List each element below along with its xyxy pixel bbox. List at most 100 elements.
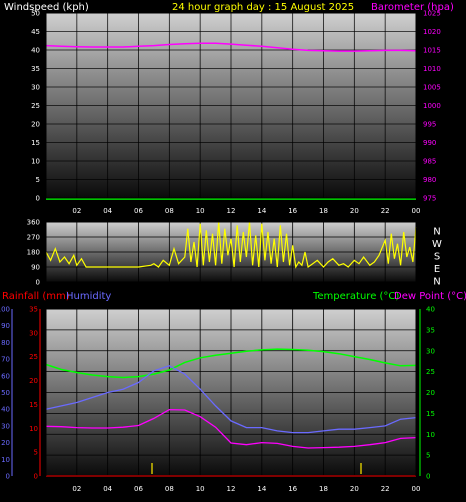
temp-humidity-x-tick-label: 08	[165, 485, 174, 493]
temp-humidity-x-tick-label: 12	[227, 485, 236, 493]
wind-direction-series-line	[45, 221, 417, 269]
wind-direction-degree-label: 360	[27, 219, 40, 227]
temp-humidity-x-tick-label: 02	[72, 485, 81, 493]
temp-humidity-x-tick-label: 06	[134, 485, 143, 493]
compass-point-label: W	[432, 239, 442, 250]
windspeed-tick-label: 35	[31, 65, 40, 73]
windspeed-tick-label: 20	[31, 121, 40, 129]
rainfall-tick-label: 0	[34, 473, 38, 481]
windspeed-tick-label: 45	[31, 28, 40, 36]
wind-direction-degree-label: 0	[36, 279, 40, 287]
temp-humidity-grid	[46, 308, 417, 477]
rainfall-tick-label: 20	[29, 377, 38, 385]
temp-humidity-x-tick-label: 20	[350, 485, 359, 493]
temperature-axis-ticks: 0 5 10 15 20 25 30 35 40	[426, 306, 435, 481]
windspeed-tick-label: 40	[31, 47, 40, 55]
rainfall-tick-label: 25	[29, 353, 38, 361]
windspeed-axis-ticks: 0 5 10 15 20 25 30 35 40 45 50	[31, 10, 40, 203]
wind-pressure-x-tick-label: 18	[319, 207, 328, 215]
temperature-tick-label: 10	[426, 431, 435, 439]
wind-pressure-x-tick-label: 10	[196, 207, 205, 215]
humidity-tick-label: 100	[0, 306, 10, 314]
rainfall-axis-ticks: 0 5 10 15 20 25 30 35	[29, 306, 38, 481]
humidity-tick-label: 40	[1, 406, 10, 414]
dewpoint-legend-label: Dew Point (°C)	[394, 291, 466, 302]
wind-pressure-x-tick-label: 12	[227, 207, 236, 215]
humidity-legend-label: Humidity	[66, 291, 111, 302]
humidity-tick-label: 70	[1, 356, 10, 364]
graph-title: 24 hour graph day : 15 August 2025	[172, 2, 354, 13]
rainfall-tick-label: 5	[34, 449, 38, 457]
windspeed-tick-label: 50	[31, 10, 40, 18]
compass-point-label: S	[434, 252, 440, 263]
barometer-tick-label: 985	[423, 158, 436, 166]
windspeed-tick-label: 15	[31, 139, 40, 147]
temp-humidity-x-tick-label: 00	[412, 485, 421, 493]
temp-humidity-x-tick-label: 14	[257, 485, 266, 493]
barometer-axis-ticks: 975 980 985 990 995 1000 1005 1010 1015 1020 1025	[423, 10, 441, 203]
temperature-tick-label: 30	[426, 347, 435, 355]
wind-pressure-x-tick-label: 16	[288, 207, 297, 215]
temp-humidity-x-tick-label: 04	[103, 485, 112, 493]
wind-direction-degree-label: 180	[27, 249, 40, 257]
temperature-tick-label: 5	[426, 452, 430, 460]
barometer-tick-label: 975	[423, 195, 436, 203]
dewpoint-series-line	[45, 408, 417, 449]
humidity-tick-label: 60	[1, 372, 10, 380]
temperature-tick-label: 40	[426, 306, 435, 314]
humidity-tick-label: 50	[1, 389, 10, 397]
temp-humidity-x-tick-label: 16	[288, 485, 297, 493]
rainfall-tick-label: 10	[29, 425, 38, 433]
windspeed-axis-label: Windspeed (kph)	[4, 2, 89, 13]
wind-pressure-x-tick-label: 04	[103, 207, 112, 215]
windspeed-tick-label: 5	[36, 176, 40, 184]
humidity-axis-ticks: 0 10 20 30 40 50 60 70 80 90 100	[0, 306, 10, 481]
humidity-tick-label: 10	[1, 456, 10, 464]
compass-point-label: N	[433, 277, 440, 288]
barometer-tick-label: 1025	[423, 10, 441, 18]
wind-direction-degree-label: 270	[27, 234, 40, 242]
windspeed-tick-label: 25	[31, 102, 40, 110]
humidity-tick-label: 0	[6, 473, 10, 481]
temperature-tick-label: 0	[426, 473, 430, 481]
temp-humidity-x-tick-label: 22	[381, 485, 390, 493]
temperature-tick-label: 15	[426, 410, 435, 418]
wind-pressure-x-tick-label: 00	[412, 207, 421, 215]
barometer-tick-label: 995	[423, 121, 436, 129]
wind-pressure-x-tick-label: 22	[381, 207, 390, 215]
wind-pressure-x-axis: 02 04 06 08 10 12 14 16 18 20 22 00	[72, 207, 420, 215]
windspeed-tick-label: 10	[31, 158, 40, 166]
barometer-tick-label: 1015	[423, 47, 441, 55]
rainfall-legend-label: Rainfall (mm)	[2, 291, 70, 302]
wind-pressure-plot-border	[45, 12, 417, 199]
temperature-tick-label: 20	[426, 389, 435, 397]
temperature-series-line	[45, 348, 417, 379]
windspeed-tick-label: 0	[36, 195, 40, 203]
rainfall-tick-label: 30	[29, 329, 38, 337]
wind-pressure-x-tick-label: 08	[165, 207, 174, 215]
barometer-series-line	[45, 42, 417, 52]
wind-pressure-x-tick-label: 14	[257, 207, 266, 215]
compass-point-label: N	[433, 227, 440, 238]
barometer-tick-label: 1010	[423, 65, 441, 73]
humidity-tick-label: 90	[1, 322, 10, 330]
barometer-tick-label: 1020	[423, 28, 441, 36]
compass-point-label: E	[434, 264, 440, 275]
humidity-tick-label: 80	[1, 339, 10, 347]
rainfall-tick-label: 35	[29, 306, 38, 314]
wind-direction-plot-border	[45, 221, 417, 283]
barometer-tick-label: 1005	[423, 84, 441, 92]
temp-humidity-panel: 0 10 20 30 40 50 60 70 80 90 100 0 5 10 15 20 25 30 35 0 5…	[0, 306, 435, 494]
wind-direction-degree-label: 90	[31, 264, 40, 272]
rainfall-tick-label: 15	[29, 401, 38, 409]
humidity-tick-label: 20	[1, 439, 10, 447]
temperature-legend-label: Temperature (°C)	[312, 291, 399, 302]
barometer-tick-label: 1000	[423, 102, 441, 110]
wind-direction-degree-ticks: 0 90 180 270 360	[27, 219, 40, 287]
wind-pressure-x-tick-label: 20	[350, 207, 359, 215]
wind-pressure-x-tick-label: 06	[134, 207, 143, 215]
humidity-tick-label: 30	[1, 422, 10, 430]
